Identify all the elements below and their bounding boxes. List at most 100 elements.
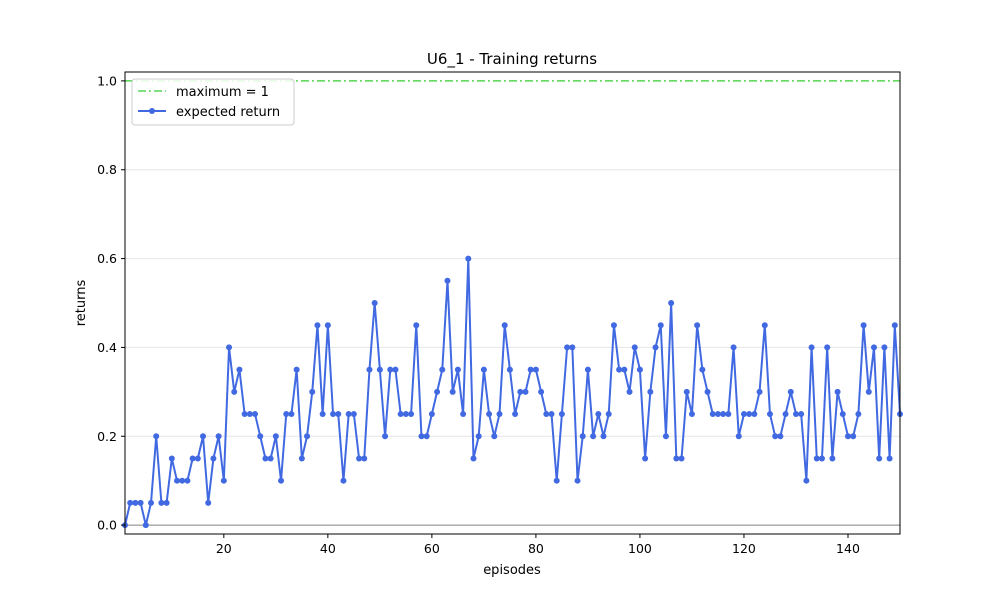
data-point [517,388,524,395]
data-point [694,322,701,329]
data-point [787,388,794,395]
data-point [756,388,763,395]
data-point [470,455,477,462]
data-point [153,433,160,440]
data-point [652,344,659,351]
data-point [241,411,248,418]
data-point [309,388,316,395]
data-point [813,455,820,462]
x-axis-label: episodes [483,563,541,578]
expected-return-points [122,255,903,529]
data-point [267,455,274,462]
data-point [714,411,721,418]
x-tick-label: 100 [628,541,652,556]
data-point [636,366,643,373]
data-point [808,344,815,351]
data-point [595,411,602,418]
chart-title: U6_1 - Training returns [427,50,597,69]
legend-box [131,78,295,126]
data-point [647,388,654,395]
data-point [824,344,831,351]
data-point [184,477,191,484]
data-point [610,322,617,329]
data-point [194,455,201,462]
data-point [257,433,264,440]
data-point [148,499,155,506]
data-point [678,455,685,462]
data-point [522,388,529,395]
data-point [668,300,675,306]
data-point [543,411,550,418]
data-point [215,433,222,440]
data-point [688,411,695,418]
y-tick-label: 1.0 [97,73,117,88]
data-point [220,477,227,484]
data-point [850,433,857,440]
data-point [803,477,810,484]
data-point [579,433,586,440]
data-point [870,344,877,351]
data-point [127,499,134,506]
y-gridlines [125,169,900,437]
data-point [418,433,425,440]
data-point [236,366,243,373]
data-point [350,411,357,418]
y-axis-ticks: 0.0 0.2 0.4 0.6 0.8 1.0 [97,73,125,533]
data-point [720,411,727,418]
y-tick-label: 0.2 [97,429,117,444]
data-point [584,366,591,373]
data-point [772,433,779,440]
data-point [834,388,841,395]
x-tick-label: 40 [320,541,336,556]
data-point [272,433,279,440]
data-point [413,322,420,329]
data-point [408,411,415,418]
data-point [439,366,446,373]
data-point [642,455,649,462]
data-point [621,366,628,373]
data-point [340,477,347,484]
legend-maximum-label: maximum = 1 [176,85,269,100]
data-point [314,322,321,329]
data-point [335,411,342,418]
data-point [553,477,560,484]
data-point [454,366,461,373]
data-point [356,455,363,462]
data-point [210,455,217,462]
data-point [527,366,534,373]
data-point [746,411,753,418]
data-point [231,388,238,395]
data-point [792,411,799,418]
data-point [798,411,805,418]
data-point [330,411,337,418]
data-point [371,300,378,306]
data-point [189,455,196,462]
data-point [662,433,669,440]
data-point [179,477,186,484]
data-point [506,366,513,373]
data-point [761,322,768,329]
legend-expected-return-marker [149,108,155,114]
data-point [158,499,165,506]
data-point [402,411,409,418]
data-point [288,411,295,418]
data-point [428,411,435,418]
data-point [590,433,597,440]
data-point [782,411,789,418]
data-point [246,411,253,418]
data-point [839,411,846,418]
y-axis-label: returns [74,280,89,327]
data-point [683,388,690,395]
data-point [298,455,305,462]
data-point [397,411,404,418]
data-point [345,411,352,418]
data-point [392,366,399,373]
data-point [548,411,555,418]
data-point [569,344,576,351]
x-tick-label: 80 [528,541,544,556]
data-point [605,411,612,418]
data-point [366,366,373,373]
legend: maximum = 1 expected return [131,78,295,126]
data-point [631,344,638,351]
